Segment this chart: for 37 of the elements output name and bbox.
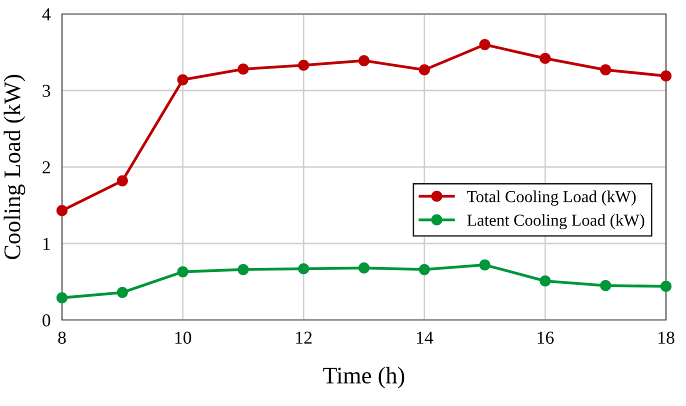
y-tick-label: 3 (42, 84, 50, 97)
point (116, 286, 128, 298)
point (540, 52, 551, 64)
point (600, 280, 612, 292)
point (660, 70, 672, 82)
point (540, 275, 551, 287)
legend-label: Latent Cooling Load (kW) (467, 214, 644, 230)
x-axis-title: Time (h) (323, 366, 404, 388)
y-tick-label: 2 (42, 161, 50, 174)
point (298, 60, 310, 71)
point (238, 64, 249, 75)
legend-label: Total Cooling Load (kW) (467, 190, 636, 206)
point (358, 262, 370, 274)
x-tick-label: 16 (538, 332, 554, 344)
y-tick-label: 1 (43, 238, 50, 250)
point (358, 55, 370, 66)
point (56, 205, 68, 216)
point (600, 64, 612, 76)
x-tick-label: 18 (658, 332, 674, 344)
y-axis-title: Cooling Load (kW) (4, 74, 26, 260)
point (298, 263, 310, 274)
point (418, 264, 430, 276)
point (238, 264, 249, 276)
point (418, 64, 430, 76)
point (479, 39, 490, 50)
point (116, 175, 128, 186)
point (177, 74, 188, 86)
point (479, 259, 490, 270)
point (177, 266, 188, 278)
x-tick-label: 8 (58, 332, 66, 344)
y-tick-label: 4 (42, 8, 51, 20)
point (660, 280, 672, 292)
x-tick-label: 12 (296, 332, 312, 344)
x-tick-label: 14 (416, 332, 434, 344)
y-tick-label: 0 (42, 314, 50, 326)
point (56, 292, 68, 304)
x-tick-label: 10 (175, 332, 192, 344)
